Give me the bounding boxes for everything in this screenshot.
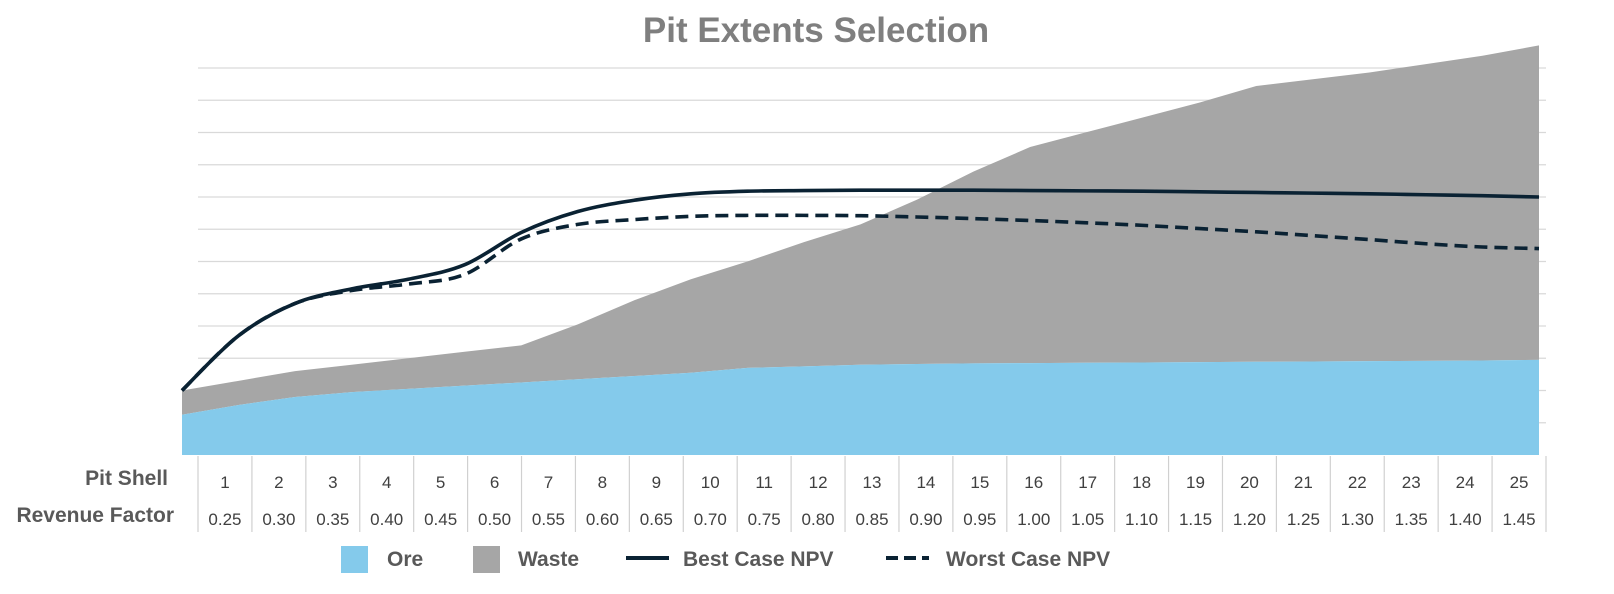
pit-shell-tick: 21 [1294,473,1313,492]
pit-shell-tick: 9 [652,473,661,492]
pit-shell-tick: 24 [1456,473,1475,492]
revenue-factor-tick: 1.10 [1125,510,1158,529]
pit-shell-tick: 15 [970,473,989,492]
revenue-factor-tick: 0.90 [909,510,942,529]
pit-shell-tick: 2 [274,473,283,492]
revenue-factor-tick: 0.55 [532,510,565,529]
pit-shell-tick: 12 [809,473,828,492]
pit-shell-tick: 17 [1078,473,1097,492]
revenue-factor-tick: 1.05 [1071,510,1104,529]
revenue-factor-tick: 1.00 [1017,510,1050,529]
legend: Ore Waste Best Case NPV Worst Case NPV [341,546,1110,573]
revenue-factor-tick: 0.75 [748,510,781,529]
pit-shell-tick: 19 [1186,473,1205,492]
revenue-factor-tick: 0.80 [802,510,835,529]
pit-shell-tick: 10 [701,473,720,492]
area-series [182,45,1539,455]
waste-area [182,45,1539,415]
revenue-factor-tick: 0.30 [262,510,295,529]
pit-shell-tick: 7 [544,473,553,492]
revenue-factor-tick: 0.85 [855,510,888,529]
worst-case-npv-line [180,213,1540,392]
legend-label-ore: Ore [387,548,423,571]
pit-shell-tick: 25 [1510,473,1529,492]
revenue-factor-tick: 1.20 [1233,510,1266,529]
revenue-factor-tick: 0.45 [424,510,457,529]
pit-shell-tick: 20 [1240,473,1259,492]
revenue-factor-tick: 0.25 [208,510,241,529]
legend-swatch-ore [341,546,368,573]
chart-title: Pit Extents Selection [643,11,989,50]
revenue-factor-tick: 1.40 [1449,510,1482,529]
revenue-factor-tick: 1.45 [1502,510,1535,529]
revenue-factor-tick: 1.35 [1395,510,1428,529]
legend-swatch-waste [473,546,500,573]
pit-shell-tick: 6 [490,473,499,492]
pit-shell-tick: 4 [382,473,391,492]
legend-label-worst-case-npv: Worst Case NPV [946,548,1110,571]
legend-label-waste: Waste [518,548,579,571]
pit-shell-tick: 1 [220,473,229,492]
pit-shell-tick: 11 [755,473,773,492]
revenue-factor-tick: 0.35 [316,510,349,529]
pit-shell-tick: 3 [328,473,337,492]
revenue-factor-tick: 1.15 [1179,510,1212,529]
revenue-factor-tick: 0.50 [478,510,511,529]
pit-shell-row-label: Pit Shell [85,467,168,490]
revenue-factor-tick: 0.95 [963,510,996,529]
revenue-factor-row-label: Revenue Factor [16,504,174,527]
revenue-factor-tick: 0.40 [370,510,403,529]
pit-shell-tick: 8 [598,473,607,492]
category-table: 1 2 3 4 5 6 7 8 9 10 11 12 13 14 15 16 17 18 19 20 21 22 23 24 2… [197,456,1547,532]
pit-shell-tick: 14 [916,473,935,492]
best-case-npv-line [180,188,1540,392]
legend-label-best-case-npv: Best Case NPV [683,548,834,571]
ore-area [182,359,1539,455]
pit-shell-tick: 23 [1402,473,1421,492]
revenue-factor-tick: 1.30 [1341,510,1374,529]
pit-shell-tick: 13 [863,473,882,492]
revenue-factor-tick: 0.70 [694,510,727,529]
pit-shell-tick: 16 [1024,473,1043,492]
line-series [180,188,1540,392]
revenue-factor-tick: 1.25 [1287,510,1320,529]
revenue-factor-tick: 0.60 [586,510,619,529]
revenue-factor-tick: 0.65 [640,510,673,529]
pit-shell-tick: 22 [1348,473,1367,492]
pit-shell-tick: 5 [436,473,445,492]
pit-shell-tick: 18 [1132,473,1151,492]
